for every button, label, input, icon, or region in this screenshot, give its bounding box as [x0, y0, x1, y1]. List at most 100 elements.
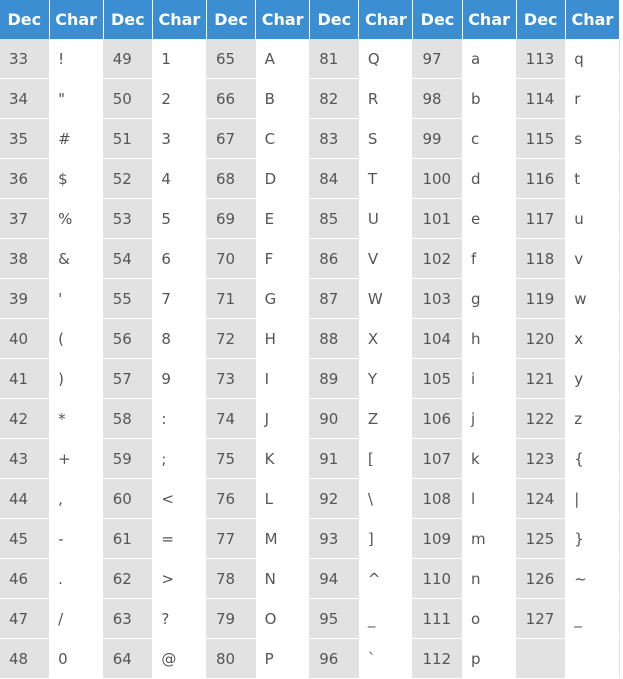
header-dec: Dec	[206, 0, 257, 39]
table-row: 48 0 64 @80 P 96 ` 112 p	[0, 638, 621, 679]
char-cell: 3	[152, 118, 207, 159]
dec-cell: 73	[206, 358, 256, 399]
dec-cell: 80	[206, 638, 256, 679]
dec-cell: 112	[412, 638, 463, 679]
dec-cell: 121	[516, 358, 566, 399]
char-cell: $	[49, 158, 104, 199]
dec-cell: 125	[516, 518, 566, 559]
dec-cell: 82	[309, 78, 359, 119]
dec-cell: 69	[206, 198, 256, 239]
char-cell: |	[565, 478, 621, 519]
char-cell: k	[462, 438, 517, 479]
dec-cell: 67	[206, 118, 256, 159]
char-cell: j	[462, 398, 517, 439]
table-row: 43 +59; 75 K 91[107 k 123{	[0, 438, 621, 479]
table-row: 40(56 8 72 H 88 X 104 h 120 x	[0, 318, 621, 359]
dec-cell: 53	[103, 198, 153, 239]
dec-cell: 57	[103, 358, 153, 399]
dec-cell: 95	[309, 598, 359, 639]
table-row: 44, 60 <76 L 92 \ 108 l 124 |	[0, 478, 621, 519]
char-cell: v	[565, 238, 621, 279]
table-row: 36 $52 4 68 D 84 T 100 d 116 t	[0, 158, 621, 199]
dec-cell: 59	[103, 438, 153, 479]
char-cell: 4	[152, 158, 207, 199]
table-row: 35 #51 3 67 C 83 S 99 c 115 s	[0, 118, 621, 159]
char-cell: ?	[152, 598, 207, 639]
table-body: 33! 49 1 65 A 81 Q 97 a 113 q 34 " 50 2 66 B 82 R 98 b 114 r 35…	[0, 39, 621, 679]
char-cell: <	[152, 478, 207, 519]
char-cell: m	[462, 518, 517, 559]
char-cell: Y	[358, 358, 414, 399]
dec-cell: 118	[516, 238, 566, 279]
char-cell: 1	[152, 39, 207, 79]
char-cell: 0	[49, 638, 104, 679]
char-cell	[565, 638, 621, 679]
dec-cell: 75	[206, 438, 256, 479]
char-cell: "	[49, 78, 104, 119]
table-row: 45-61 = 77 M 93] 109 m 125}	[0, 518, 621, 559]
dec-cell: 87	[309, 278, 359, 319]
char-cell: a	[462, 39, 517, 79]
dec-cell: 34	[0, 78, 50, 119]
dec-cell: 33	[0, 39, 50, 79]
table-row: 42 * 58:74 J 90 Z 106 j 122 z	[0, 398, 621, 439]
char-cell: d	[462, 158, 517, 199]
char-cell: w	[565, 278, 621, 319]
dec-cell: 115	[516, 118, 566, 159]
dec-cell: 58	[103, 398, 153, 439]
char-cell: A	[255, 39, 311, 79]
dec-cell: 109	[412, 518, 463, 559]
char-cell: g	[462, 278, 517, 319]
dec-cell: 35	[0, 118, 50, 159]
char-cell: Q	[358, 39, 414, 79]
char-cell: D	[255, 158, 311, 199]
dec-cell: 63	[103, 598, 153, 639]
char-cell: N	[255, 558, 311, 599]
header-char: Char	[358, 0, 414, 39]
char-cell: e	[462, 198, 517, 239]
dec-cell: 103	[412, 278, 463, 319]
dec-cell: 40	[0, 318, 50, 359]
char-cell: s	[565, 118, 621, 159]
char-cell: E	[255, 198, 311, 239]
char-cell: x	[565, 318, 621, 359]
header-dec: Dec	[516, 0, 566, 39]
char-cell: ~	[565, 558, 621, 599]
dec-cell: 89	[309, 358, 359, 399]
char-cell: S	[358, 118, 414, 159]
header-dec: Dec	[412, 0, 463, 39]
char-cell: H	[255, 318, 311, 359]
char-cell: u	[565, 198, 621, 239]
char-cell: i	[462, 358, 517, 399]
char-cell: o	[462, 598, 517, 639]
dec-cell: 39	[0, 278, 50, 319]
dec-cell: 86	[309, 238, 359, 279]
char-cell: Z	[358, 398, 414, 439]
dec-cell: 48	[0, 638, 50, 679]
char-cell: [	[358, 438, 414, 479]
header-row: Dec Char Dec Char Dec Char Dec Char Dec …	[0, 0, 621, 39]
char-cell: p	[462, 638, 517, 679]
char-cell: U	[358, 198, 414, 239]
header-char: Char	[255, 0, 311, 39]
dec-cell: 81	[309, 39, 359, 79]
dec-cell: 120	[516, 318, 566, 359]
char-cell: \	[358, 478, 414, 519]
char-cell: O	[255, 598, 311, 639]
char-cell: 7	[152, 278, 207, 319]
dec-cell: 104	[412, 318, 463, 359]
dec-cell: 127	[516, 598, 566, 639]
dec-cell: 85	[309, 198, 359, 239]
char-cell: }	[565, 518, 621, 559]
dec-cell: 122	[516, 398, 566, 439]
char-cell: )	[49, 358, 104, 399]
header-dec: Dec	[103, 0, 153, 39]
dec-cell: 101	[412, 198, 463, 239]
char-cell: f	[462, 238, 517, 279]
dec-cell: 62	[103, 558, 153, 599]
dec-cell: 72	[206, 318, 256, 359]
dec-cell: 111	[412, 598, 463, 639]
char-cell: =	[152, 518, 207, 559]
char-cell: ]	[358, 518, 414, 559]
